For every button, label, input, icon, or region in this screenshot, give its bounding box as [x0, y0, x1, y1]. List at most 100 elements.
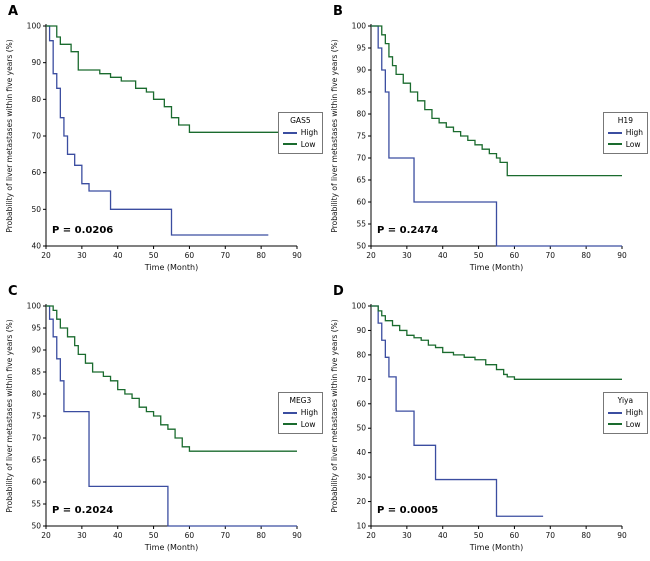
x-tick-label: 70 [221, 531, 231, 540]
x-tick-label: 90 [292, 251, 302, 260]
y-tick-label: 20 [356, 497, 366, 506]
x-tick-label: 30 [402, 531, 412, 540]
x-tick-label: 40 [113, 251, 123, 260]
y-tick-label: 85 [356, 88, 366, 97]
y-tick-label: 90 [31, 58, 41, 67]
x-tick-label: 60 [185, 531, 195, 540]
legend-title: GAS5 [290, 116, 311, 125]
legend-item-high: High [282, 127, 318, 138]
y-tick-label: 55 [31, 500, 41, 509]
low-line-swatch [607, 143, 622, 146]
y-tick-label: 50 [31, 205, 41, 214]
y-tick-label: 95 [31, 324, 41, 333]
y-tick-label: 100 [27, 302, 42, 311]
km-plot-A: 20 30 40 50 60 70 80 90 40 50 60 70 80 90 100 Time (Mon… [5, 22, 302, 273]
y-tick-label: 100 [352, 302, 367, 311]
legend-item-high: High [607, 127, 643, 138]
high-line-swatch [607, 411, 622, 414]
legend-label-high: High [625, 408, 643, 418]
x-tick-label: 80 [581, 251, 591, 260]
p-value-A: P = 0.0206 [52, 225, 114, 236]
panel-B: 20 30 40 50 60 70 80 90 50 55 60 65 70 75 80 85 90 95 100 T… [325, 0, 650, 280]
legend-item-low: Low [607, 139, 643, 150]
x-tick-label: 20 [366, 531, 376, 540]
legend-item-low: Low [282, 419, 318, 430]
km-curve-high [46, 25, 269, 236]
x-axis-label: Time (Month) [144, 263, 198, 272]
y-tick-label: 70 [356, 375, 366, 384]
km-curve-high [371, 305, 544, 517]
x-tick-label: 50 [149, 251, 159, 260]
x-tick-label: 80 [256, 251, 266, 260]
km-plot-C: 20 30 40 50 60 70 80 90 50 55 60 65 70 75 80 85 90 95 100 T… [5, 302, 302, 553]
x-tick-label: 30 [77, 531, 87, 540]
km-curve-low [371, 305, 622, 380]
low-line-swatch [282, 143, 297, 146]
x-tick-label: 50 [474, 531, 484, 540]
km-curve-high [46, 305, 297, 527]
y-axis-label: Probability of liver metastases within f… [330, 319, 339, 512]
x-tick-label: 50 [149, 531, 159, 540]
legend-item-high: High [607, 407, 643, 418]
y-tick-label: 95 [356, 44, 366, 53]
legend-label-low: Low [625, 419, 641, 429]
y-tick-label: 100 [27, 22, 42, 31]
high-line-swatch [282, 411, 297, 414]
y-tick-label: 40 [356, 448, 366, 457]
x-tick-label: 30 [402, 251, 412, 260]
x-tick-label: 20 [41, 251, 51, 260]
x-tick-label: 70 [546, 251, 556, 260]
y-tick-label: 60 [356, 399, 366, 408]
x-tick-label: 60 [510, 251, 520, 260]
y-tick-label: 80 [31, 95, 41, 104]
km-plot-D: 20 30 40 50 60 70 80 90102030405060708090100Tim… [330, 302, 627, 553]
y-tick-label: 90 [356, 66, 366, 75]
panel-letter-D: D [333, 284, 344, 299]
x-tick-label: 70 [546, 531, 556, 540]
x-tick-label: 70 [221, 251, 231, 260]
km-curve-high [371, 25, 622, 247]
y-tick-label: 55 [356, 220, 366, 229]
x-tick-label: 80 [256, 531, 266, 540]
panel-D: 20 30 40 50 60 70 80 90 10 20 30 40 50 60 70 80 90 100 Tim… [325, 280, 650, 560]
legend-label-high: High [300, 408, 318, 418]
x-tick-label: 90 [617, 251, 627, 260]
x-tick-label: 30 [77, 251, 87, 260]
legend-title: MEG3 [289, 396, 312, 405]
y-tick-label: 10 [356, 522, 366, 531]
x-tick-label: 50 [474, 251, 484, 260]
legend-box-D: Yiya High Low [602, 392, 648, 434]
legend-item-low: Low [282, 139, 318, 150]
km-curve-low [46, 305, 297, 452]
panel-C: 20 30 40 50 60 70 80 90 50 55 60 65 70 75 80 85 90 95 100 T… [0, 280, 325, 560]
y-tick-label: 75 [31, 412, 41, 421]
y-tick-label: 80 [356, 350, 366, 359]
p-value-D: P = 0.0005 [377, 505, 439, 516]
legend-box-C: MEG3 High Low [277, 392, 323, 434]
legend-title: H19 [617, 116, 633, 125]
y-tick-label: 70 [356, 154, 366, 163]
legend-box-A: GAS5 High Low [277, 112, 323, 154]
legend-label-low: Low [300, 419, 316, 429]
y-tick-label: 60 [356, 198, 366, 207]
panel-A: 20 30 40 50 60 70 80 90 40 50 60 70 80 90 100 Time (Mon… [0, 0, 325, 280]
y-tick-label: 40 [31, 242, 41, 251]
x-tick-label: 90 [617, 531, 627, 540]
y-tick-label: 70 [31, 434, 41, 443]
low-line-swatch [607, 423, 622, 426]
y-tick-label: 80 [31, 390, 41, 399]
p-value-C: P = 0.2024 [52, 505, 114, 516]
y-tick-label: 65 [356, 176, 366, 185]
x-axis-label: Time (Month) [144, 543, 198, 552]
y-tick-label: 65 [31, 456, 41, 465]
x-tick-label: 60 [510, 531, 520, 540]
legend-label-high: High [300, 128, 318, 138]
legend-label-low: Low [625, 139, 641, 149]
low-line-swatch [282, 423, 297, 426]
panel-letter-A: A [8, 4, 19, 19]
legend-label-high: High [625, 128, 643, 138]
y-tick-label: 60 [31, 478, 41, 487]
panel-letter-B: B [333, 4, 343, 19]
legend-box-B: H19 High Low [602, 112, 648, 154]
legend-label-low: Low [300, 139, 316, 149]
